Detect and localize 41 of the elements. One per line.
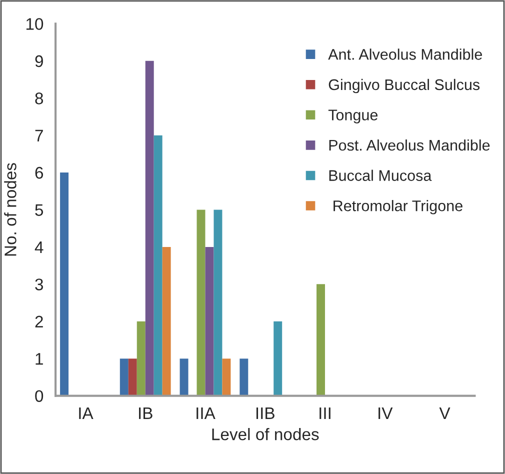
bar [274,321,282,396]
y-tick-label: 6 [35,166,44,179]
y-axis-title: No. of nodes [4,163,16,256]
y-tick-label: 10 [26,18,44,30]
y-tick-label: 9 [35,55,43,68]
y-tick-label: 0 [35,390,44,402]
bar [145,60,154,396]
bar [180,358,188,396]
y-tick-label: 8 [35,92,44,104]
x-tick-label: IV [378,408,393,419]
y-tick-label: 3 [35,278,44,290]
x-axis-title: Level of nodes [212,428,319,440]
bar [136,321,146,396]
legend-label: Retromolar Trigone [334,200,462,214]
bar [196,210,206,396]
bar [214,210,222,396]
bar [205,246,214,396]
legend-label: Post. Alveolus Mandible [329,139,490,151]
y-tick-label: 5 [35,204,44,216]
bar [154,135,162,396]
bar [60,172,69,396]
x-tick-label: III [320,408,330,419]
y-tick-label: 2 [35,316,43,328]
bar [316,284,326,396]
bar [240,358,248,396]
x-tick-label: V [439,408,450,419]
legend-label: Gingivo Buccal Sulcus [328,78,480,94]
y-tick-label: 1 [36,353,43,365]
x-tick-label: IIA [196,408,216,419]
legend-label: Buccal Mucosa [329,170,432,181]
x-tick-label: IB [139,408,152,419]
y-tick-label: 7 [35,130,43,142]
bar [128,358,137,396]
bar [162,246,171,396]
y-tick-label: 4 [34,242,44,253]
legend-label: Ant. Alveolus Mandible [328,48,482,60]
x-tick-label: IIB [256,408,274,419]
x-tick-label: IA [79,408,94,419]
bar [120,358,128,396]
legend-label: Tongue [328,110,378,124]
bar [222,358,231,396]
